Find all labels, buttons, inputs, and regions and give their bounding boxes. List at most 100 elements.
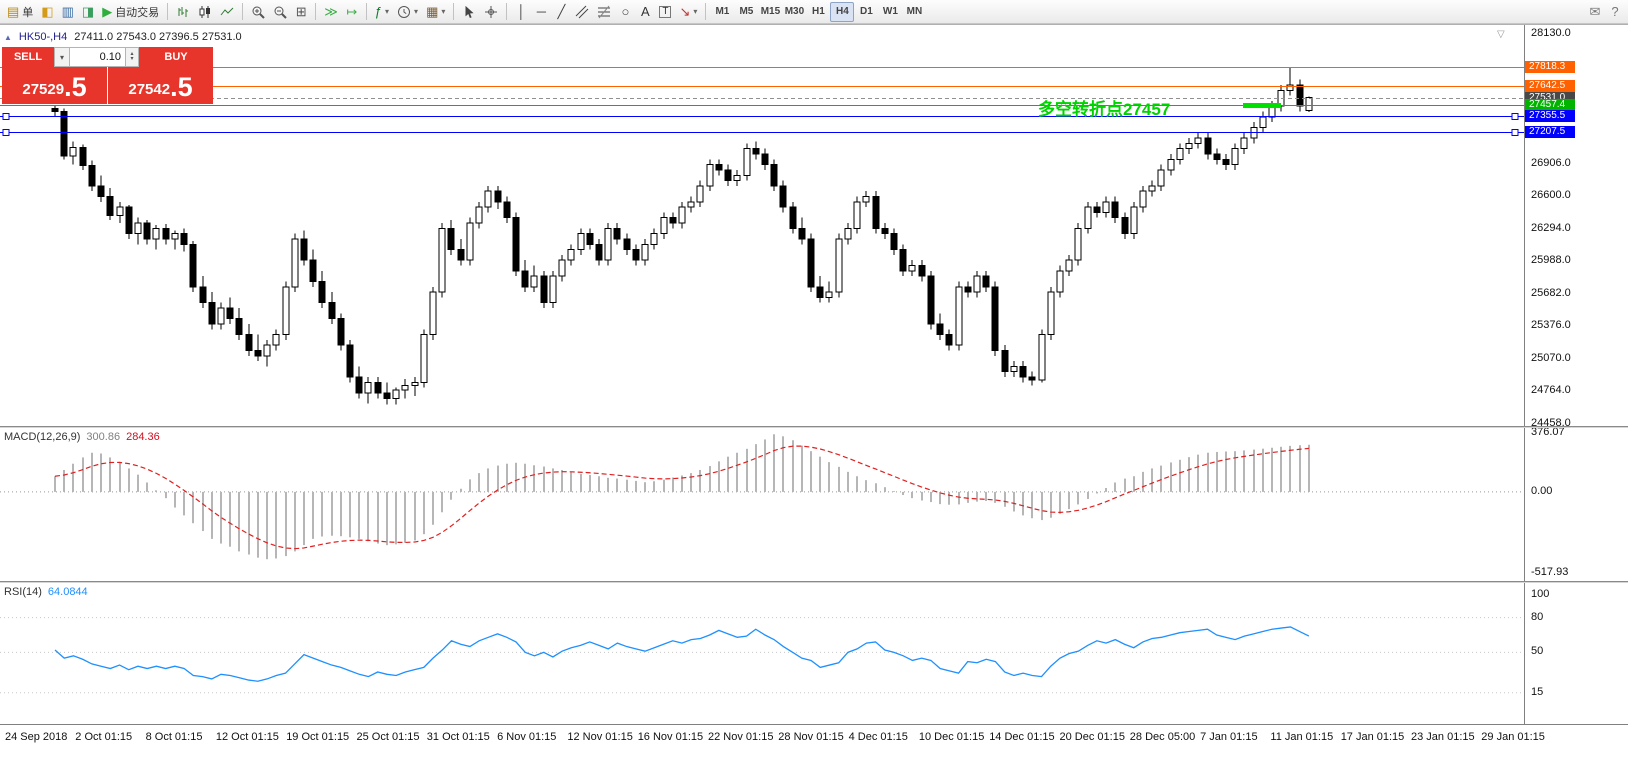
- toolbar-group: ≫ ↦: [320, 0, 362, 24]
- timeframe-h4-button[interactable]: H4: [830, 1, 855, 22]
- timeframe-mn-button[interactable]: MN: [906, 6, 923, 17]
- zoom-in-button[interactable]: [247, 2, 269, 22]
- trendline-button[interactable]: ╱: [551, 2, 571, 22]
- main-chart-canvas[interactable]: [0, 27, 1524, 426]
- rsi-pane-splitter[interactable]: [0, 581, 1628, 583]
- chart-annotation-text[interactable]: 多空转折点27457: [1038, 99, 1171, 119]
- rsi-axis-label: 15: [1531, 685, 1544, 698]
- vertical-line-button[interactable]: │: [511, 2, 531, 22]
- volume-input[interactable]: 0.10: [70, 47, 126, 67]
- macd-pane-splitter[interactable]: [0, 426, 1628, 428]
- timeframe-w1-button[interactable]: W1: [882, 6, 898, 17]
- candlestick-chart-button[interactable]: [194, 2, 216, 22]
- line-chart-button[interactable]: [216, 2, 238, 22]
- toolbar-separator: [506, 3, 508, 20]
- caret-down-icon: ▾: [414, 7, 419, 16]
- rsi-axis-label: 50: [1531, 645, 1544, 658]
- arrows-button[interactable]: ↘ ▾: [675, 2, 701, 22]
- fibonacci-button[interactable]: [593, 2, 615, 22]
- price-badge: 27207.5: [1525, 125, 1575, 138]
- one-click-panel-toggle-icon[interactable]: ▲: [4, 32, 12, 42]
- auto-scroll-button[interactable]: ≫: [320, 2, 342, 22]
- cursor-button[interactable]: [458, 2, 480, 22]
- sell-price-button[interactable]: 27529.5: [2, 67, 107, 104]
- new-order-button[interactable]: ▤ 单: [3, 2, 37, 22]
- toolbar-right: ✉?: [1585, 2, 1625, 22]
- time-axis-label: 10 Dec 01:15: [918, 731, 985, 743]
- time-axis-label: 16 Nov 01:15: [637, 731, 704, 743]
- templates-button[interactable]: ▦ ▾: [422, 2, 449, 22]
- periods-button[interactable]: ▾: [393, 2, 422, 22]
- navigator-button[interactable]: ◨: [78, 2, 98, 22]
- time-axis-label: 7 Jan 01:15: [1200, 731, 1258, 743]
- macd-value-1: 300.86: [86, 431, 121, 443]
- timeframe-m1-button[interactable]: M1: [715, 6, 730, 17]
- price-axis-label: 25988.0: [1531, 254, 1571, 267]
- arrows-icon: ↘: [679, 4, 691, 19]
- price-axis-label: 24764.0: [1531, 384, 1571, 397]
- timeframe-m30-button[interactable]: M30: [784, 6, 805, 17]
- chart-shift-marker-icon[interactable]: ▽: [1497, 29, 1505, 40]
- tile-windows-button[interactable]: ⊞: [291, 2, 311, 22]
- channel-icon: [575, 5, 589, 19]
- rsi-axis-label: 80: [1531, 610, 1544, 623]
- text-label-icon: T: [659, 5, 672, 18]
- data-window-button[interactable]: ▥: [58, 2, 78, 22]
- time-axis-label: 14 Dec 01:15: [989, 731, 1055, 743]
- chart-shift-button[interactable]: ↦: [342, 2, 362, 22]
- macd-canvas[interactable]: [0, 428, 1524, 581]
- buy-button[interactable]: BUY: [139, 47, 213, 67]
- volume-stepper[interactable]: ▴ ▾: [126, 47, 139, 67]
- timeframe-d1-button[interactable]: D1: [860, 6, 873, 17]
- toolbar-separator: [242, 3, 244, 20]
- market-watch-button[interactable]: ◧: [37, 2, 57, 22]
- timeframe-m15-button[interactable]: M15: [760, 6, 781, 17]
- text-label-button[interactable]: T: [655, 2, 675, 22]
- price-axis-label: 25682.0: [1531, 286, 1571, 299]
- bar-chart-button[interactable]: [172, 2, 194, 22]
- horizontal-line-button[interactable]: ─: [531, 2, 551, 22]
- crosshair-button[interactable]: [480, 2, 502, 22]
- price-axis-label: 25376.0: [1531, 319, 1571, 332]
- autotrading-label: 自动交易: [115, 6, 160, 19]
- price-axis-label: 26294.0: [1531, 221, 1571, 234]
- time-axis-label: 25 Oct 01:15: [356, 731, 420, 743]
- tile-windows-icon: ⊞: [295, 4, 307, 19]
- cursor-icon: [462, 5, 476, 19]
- help-icon: ?: [1611, 4, 1619, 19]
- toolbar-group: [458, 0, 502, 24]
- text-button[interactable]: A: [635, 2, 655, 22]
- price-axis[interactable]: 28130.0 26906.0 26600.0 26294.0 25988.0 25682…: [1524, 25, 1628, 724]
- time-axis-label: 31 Oct 01:15: [426, 731, 490, 743]
- rsi-canvas[interactable]: [0, 583, 1524, 724]
- caret-down-icon: ▾: [59, 52, 64, 62]
- timeframe-h1-button[interactable]: H1: [812, 6, 825, 17]
- shapes-button[interactable]: ○: [615, 2, 635, 22]
- chart-shift-icon: ↦: [346, 4, 358, 19]
- price-badge: 27355.5: [1525, 110, 1575, 123]
- price-axis-label: 28130.0: [1531, 27, 1571, 39]
- autotrading-button[interactable]: ▶ 自动交易: [98, 2, 163, 22]
- buy-price-button[interactable]: 27542.5: [108, 67, 213, 104]
- volume-dropdown-button[interactable]: ▾: [54, 47, 70, 67]
- time-axis-label: 2 Oct 01:15: [75, 731, 133, 743]
- rsi-name: RSI(14): [4, 586, 42, 598]
- help-button[interactable]: ?: [1605, 2, 1625, 22]
- ohlc-values: 27411.0 27543.0 27396.5 27531.0: [74, 31, 242, 43]
- zoom-out-button[interactable]: [269, 2, 291, 22]
- chart-title: ▲ HK50-,H4 27411.0 27543.0 27396.5 27531…: [4, 31, 242, 43]
- toolbar: ▤ 单 ◧ ▥ ◨ ▶ 自动交易 ⊞ ≫ ↦ ƒ ▾ ▾ ▦ ▾ │ ─ ╱ ○ A T ↘ ▾ M1 M5 M15 M30 H1 H4…: [0, 0, 1628, 24]
- macd-value-2: 284.36: [126, 431, 160, 443]
- indicators-button[interactable]: ƒ ▾: [371, 2, 393, 22]
- crosshair-icon: [484, 5, 498, 19]
- sell-button[interactable]: SELL: [2, 47, 54, 67]
- equidistant-channel-button[interactable]: [571, 2, 593, 22]
- time-axis[interactable]: 24 Sep 2018 2 Oct 01:15 8 Oct 01:15 12 Oct …: [0, 724, 1628, 748]
- caret-down-icon: ▾: [385, 7, 390, 16]
- time-axis-label: 24 Sep 2018: [5, 731, 68, 743]
- timeframe-m5-button[interactable]: M5: [739, 6, 754, 17]
- price-badge: 27818.3: [1525, 61, 1575, 74]
- price-axis-label: 26906.0: [1531, 157, 1571, 169]
- community-button[interactable]: ✉: [1585, 2, 1605, 22]
- zoom-out-icon: [273, 5, 287, 19]
